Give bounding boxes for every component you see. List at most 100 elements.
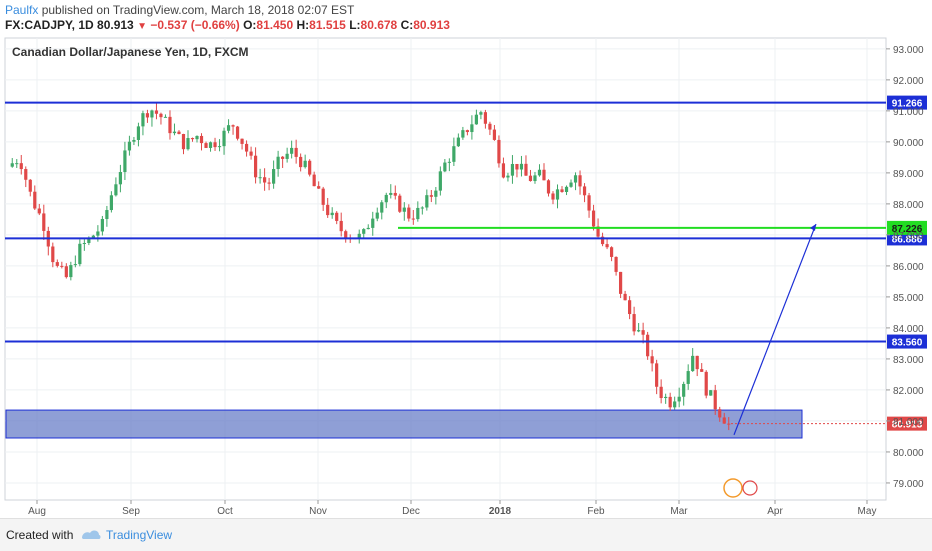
y-tick-label: 87.000	[893, 231, 924, 242]
level-price-tag	[887, 95, 927, 110]
down-arrow-icon: ▼	[137, 21, 147, 32]
candle-body	[393, 192, 397, 196]
candle-body	[150, 110, 154, 118]
candle-body	[91, 235, 95, 238]
x-tick-label: May	[858, 506, 877, 517]
candle-body	[718, 409, 722, 418]
candle-body	[375, 212, 379, 219]
candle-body	[704, 371, 708, 396]
candle-body	[312, 174, 316, 187]
open-label: O:	[243, 18, 257, 32]
candle-body	[235, 126, 240, 139]
candle-body	[82, 242, 86, 244]
current-price-label: 80.913	[892, 420, 923, 431]
candle-body	[330, 212, 334, 216]
candle-body	[488, 123, 492, 130]
candle-body	[416, 207, 420, 220]
high-value: 81.515	[309, 18, 346, 32]
x-tick-label: Oct	[217, 506, 233, 517]
candle-body	[357, 233, 361, 239]
y-tick-label: 90.000	[893, 138, 924, 149]
candle-body	[177, 131, 181, 135]
event-marker-icon[interactable]	[723, 478, 743, 498]
created-with-text: Created with	[6, 528, 74, 542]
candle-body	[713, 390, 717, 410]
candle-body	[533, 175, 537, 182]
candle-body	[578, 175, 582, 187]
x-axis: Aug Sep Oct Nov Dec 2018 Feb Mar Apr May	[28, 500, 876, 517]
candle-body	[294, 147, 298, 157]
y-tick-label: 81.000	[893, 417, 924, 428]
quote-bar: FX:CADJPY, 1D 80.913 ▼ −0.537 (−0.66%) O…	[5, 18, 450, 32]
candle-body	[447, 161, 451, 163]
candle-body	[411, 218, 415, 220]
candle-body	[132, 139, 136, 142]
event-markers[interactable]	[723, 478, 758, 498]
candle-body	[686, 371, 690, 384]
chart-title: Canadian Dollar/Japanese Yen, 1D, FXCM	[12, 45, 249, 59]
open-value: 81.450	[256, 18, 294, 32]
candle-body	[600, 236, 605, 245]
candle-body	[109, 195, 113, 211]
candle-body	[100, 218, 104, 232]
candle-body	[42, 213, 46, 231]
candle-body	[253, 155, 258, 178]
x-tick-label: Nov	[309, 506, 327, 517]
candle-body	[691, 355, 695, 372]
candle-body	[650, 356, 654, 364]
candle-body	[272, 169, 276, 184]
arrow-head-icon	[810, 224, 816, 232]
tradingview-logo-icon[interactable]	[80, 527, 102, 541]
level-price-label: 91.266	[892, 99, 923, 110]
support-zone[interactable]	[5, 409, 803, 439]
candle-body	[695, 355, 699, 370]
candle-body	[123, 150, 127, 173]
candle-body	[127, 141, 132, 151]
candle-body	[420, 207, 424, 209]
candle-body	[456, 137, 460, 147]
candle-body	[55, 262, 59, 266]
projection-arrow[interactable]	[733, 223, 817, 436]
candle-body	[623, 293, 627, 301]
current-price-tag	[887, 416, 927, 431]
author-link[interactable]: Paulfx	[5, 3, 39, 17]
candle-body	[303, 160, 307, 168]
published-text: published on TradingView.com, March 18, …	[41, 3, 355, 17]
candle-body	[290, 147, 294, 154]
event-marker-icon[interactable]	[742, 480, 758, 496]
candle-body	[10, 163, 14, 167]
candle-body	[226, 125, 231, 131]
candle-body	[141, 113, 145, 127]
x-tick-label: Apr	[767, 506, 783, 517]
candle-body	[222, 130, 226, 147]
candle-body	[515, 163, 519, 170]
candle-body	[519, 163, 524, 170]
candle-body	[335, 212, 339, 221]
candle-body	[37, 208, 41, 214]
candle-body	[240, 138, 244, 144]
price-chart[interactable]: 91.266 86.886 83.560 87.226 80.913 79.000 80.…	[0, 0, 932, 518]
y-tick-label: 92.000	[893, 76, 924, 87]
target-price-tag	[887, 220, 927, 235]
candle-body	[609, 247, 614, 257]
candle-body	[299, 156, 303, 168]
candle-body	[78, 243, 82, 265]
high-label: H:	[296, 18, 310, 32]
y-tick-label: 84.000	[893, 324, 924, 335]
candle-body	[510, 163, 515, 176]
candle-body	[371, 218, 375, 228]
candle-body	[217, 146, 222, 148]
candle-body	[646, 334, 650, 357]
candle-body	[96, 231, 100, 236]
y-tick-label: 88.000	[893, 200, 924, 211]
candle-body	[204, 143, 208, 148]
candle-body	[145, 113, 150, 118]
tradingview-link[interactable]: TradingView	[106, 528, 173, 542]
candle-body	[682, 383, 686, 397]
close-value: 80.913	[413, 18, 450, 32]
candle-body	[136, 126, 141, 140]
candle-body	[384, 194, 388, 203]
y-tick-label: 79.000	[893, 479, 924, 490]
candle-body	[105, 210, 109, 219]
y-tick-label: 83.000	[893, 355, 924, 366]
